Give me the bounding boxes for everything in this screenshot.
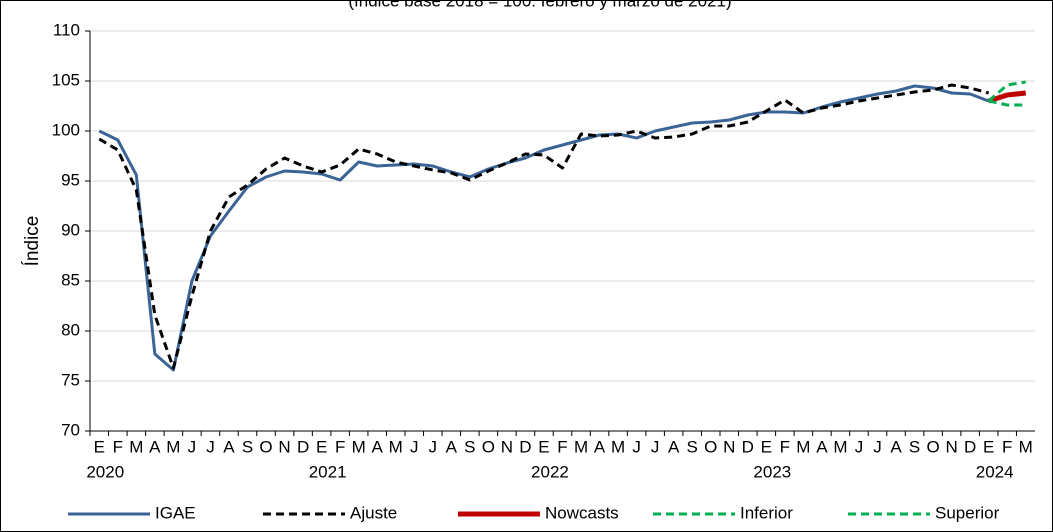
y-tick-label: 70 [61,420,80,439]
x-tick-label: M [129,437,143,456]
y-tick-label: 105 [52,70,80,89]
x-tick-label: D [742,437,754,456]
y-tick-label: 100 [52,120,80,139]
legend-label: Superior [935,503,1000,522]
x-tick-label: J [632,437,641,456]
x-tick-label: A [594,437,606,456]
y-axis-label: Índice [22,216,43,267]
x-tick-label: J [410,437,419,456]
x-tick-label: E [761,437,772,456]
x-tick-label: M [796,437,810,456]
x-group-label: 2022 [531,462,569,481]
x-tick-label: E [983,437,994,456]
x-tick-label: O [704,437,717,456]
x-tick-label: M [1019,437,1033,456]
x-tick-label: F [780,437,790,456]
x-tick-label: M [352,437,366,456]
x-group-label: 2023 [753,462,791,481]
x-tick-label: M [574,437,588,456]
series-line [988,99,1026,107]
y-tick-label: 95 [61,170,80,189]
x-tick-label: S [909,437,920,456]
x-tick-label: F [1002,437,1012,456]
x-tick-label: J [873,437,882,456]
x-tick-label: S [464,437,475,456]
x-group-label: 2021 [309,462,347,481]
series-line [987,90,1027,104]
x-tick-label: A [372,437,384,456]
x-tick-label: O [482,437,495,456]
x-group-label: 2024 [976,462,1014,481]
x-tick-label: A [149,437,161,456]
y-tick-label: 75 [61,370,80,389]
x-tick-label: O [259,437,272,456]
x-tick-label: N [501,437,513,456]
x-tick-label: M [166,437,180,456]
y-tick-label: 85 [61,270,80,289]
x-tick-label: F [335,437,345,456]
legend-label: Nowcasts [545,503,619,522]
x-tick-label: D [519,437,531,456]
x-tick-label: S [242,437,253,456]
x-tick-label: N [278,437,290,456]
legend-label: Inferior [740,503,793,522]
x-tick-label: J [855,437,864,456]
chart-subtitle: (índice base 2018 = 100: febrero y marzo… [348,0,731,10]
x-tick-label: A [816,437,828,456]
x-tick-label: J [188,437,197,456]
y-tick-label: 110 [53,20,80,39]
x-tick-label: F [557,437,567,456]
x-tick-label: J [206,437,215,456]
x-tick-label: M [611,437,625,456]
x-tick-label: E [94,437,105,456]
x-tick-label: E [316,437,327,456]
x-tick-label: E [538,437,549,456]
x-tick-label: A [446,437,458,456]
x-tick-label: J [651,437,660,456]
x-tick-label: A [890,437,902,456]
legend-label: IGAE [155,503,196,522]
x-tick-label: D [964,437,976,456]
x-tick-label: D [297,437,309,456]
x-tick-label: S [687,437,698,456]
series-line [98,84,990,372]
x-tick-label: F [113,437,123,456]
y-tick-label: 90 [61,220,80,239]
x-tick-label: N [945,437,957,456]
x-tick-label: N [723,437,735,456]
x-tick-label: A [668,437,680,456]
x-tick-label: M [833,437,847,456]
series-line [98,83,990,370]
legend-label: Ajuste [350,503,397,522]
x-tick-label: M [389,437,403,456]
x-tick-label: O [926,437,939,456]
x-tick-label: A [223,437,235,456]
x-tick-label: J [429,437,438,456]
y-tick-label: 80 [61,320,80,339]
x-group-label: 2020 [86,462,124,481]
